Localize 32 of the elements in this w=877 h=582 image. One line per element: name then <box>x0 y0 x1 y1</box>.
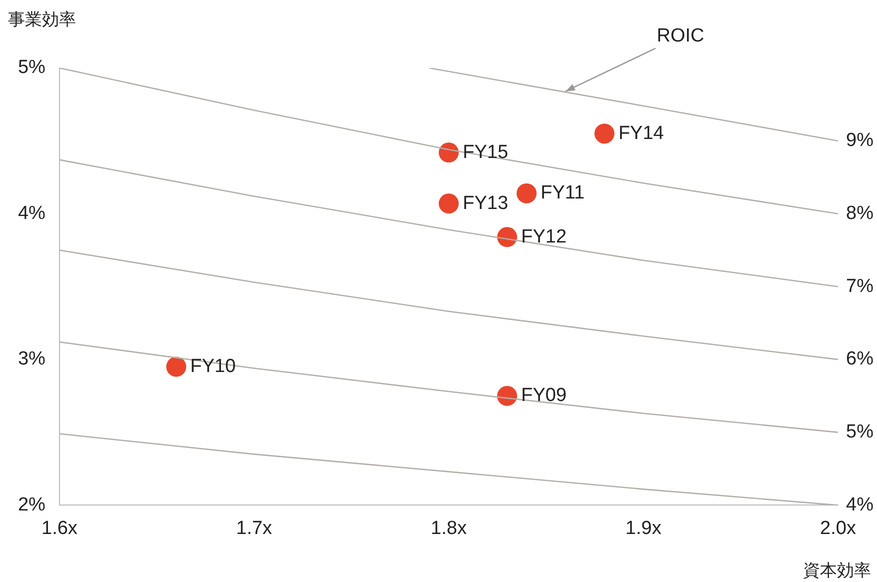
y-tick-label: 4% <box>18 202 46 224</box>
series-label: FY11 <box>540 182 585 204</box>
point <box>497 227 518 248</box>
series-label: 4% <box>846 494 874 516</box>
point <box>516 183 537 204</box>
x-tick-label: 2.0x <box>820 518 856 539</box>
point <box>438 142 459 163</box>
x-tick-label: 1.6x <box>42 518 78 539</box>
series-label: FY13 <box>462 192 508 214</box>
series-label: 9% <box>846 130 874 152</box>
point <box>166 356 186 377</box>
series-label: FY12 <box>521 226 567 248</box>
y-tick-label: 5% <box>18 57 46 78</box>
series-label: 6% <box>846 348 874 370</box>
series-label: FY14 <box>618 122 664 144</box>
y-tick-label: 2% <box>18 494 46 516</box>
y-tick-label: 3% <box>18 348 46 370</box>
x-tick-label: 1.8x <box>430 518 468 539</box>
series-label: 5% <box>846 422 874 443</box>
point <box>438 194 459 214</box>
series-label: FY15 <box>462 142 508 163</box>
series-label: FY09 <box>521 385 567 406</box>
series-label: 7% <box>846 276 874 297</box>
point <box>594 124 614 144</box>
x-tick-label: 1.9x <box>625 518 662 539</box>
x-axis-title: 資本効率 <box>803 561 871 580</box>
point <box>497 386 518 406</box>
series-label: FY10 <box>190 356 236 377</box>
series-label: 8% <box>846 202 874 224</box>
x-tick-label: 1.7x <box>236 518 273 539</box>
annotation: ROIC <box>656 26 704 47</box>
y-axis-title: 事業効率 <box>8 10 76 30</box>
